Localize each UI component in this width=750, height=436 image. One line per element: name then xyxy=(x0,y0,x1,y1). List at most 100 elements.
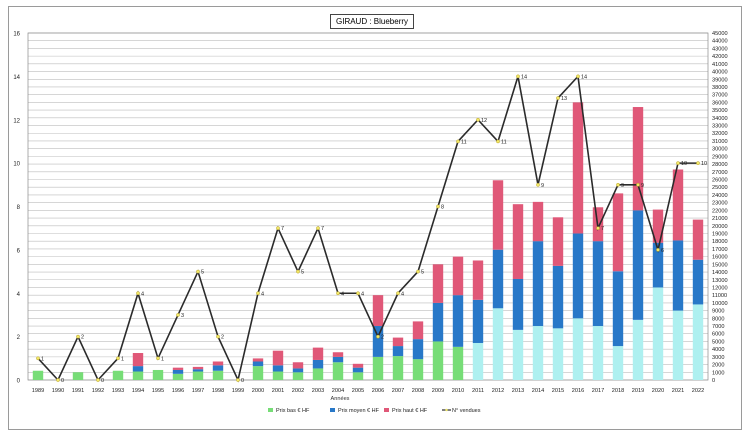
bar-prix-bas xyxy=(72,372,84,380)
x-axis-tick-label: 2016 xyxy=(572,388,584,394)
bar-prix-haut xyxy=(652,209,664,243)
line-point xyxy=(156,356,160,361)
line-point xyxy=(56,378,60,382)
right-axis-tick-label: 44000 xyxy=(712,39,728,45)
line-data-label: 10 xyxy=(701,161,707,167)
line-point xyxy=(676,161,680,165)
left-axis-tick-label: 4 xyxy=(17,292,21,298)
line-point xyxy=(36,356,40,361)
legend-label: Prix haut € HF xyxy=(392,408,428,414)
right-axis-tick-label: 2000 xyxy=(712,363,724,369)
bar-prix-moyen xyxy=(352,367,364,373)
right-axis-tick-label: 1000 xyxy=(712,370,724,376)
x-axis-tick-label: 2011 xyxy=(472,388,484,394)
line-data-label: 1 xyxy=(161,356,164,362)
line-point xyxy=(636,182,640,187)
bar-prix-moyen xyxy=(412,339,424,360)
bar-prix-bas xyxy=(672,310,684,380)
right-axis-tick-label: 14000 xyxy=(712,270,728,276)
bar-prix-moyen xyxy=(252,361,264,367)
line-point xyxy=(136,291,140,296)
line-data-label: 2 xyxy=(381,335,384,341)
bar-prix-moyen xyxy=(672,240,684,311)
bar-prix-moyen xyxy=(592,241,604,327)
line-data-label: 5 xyxy=(201,270,204,276)
right-axis-tick-label: 12000 xyxy=(712,285,728,291)
line-point xyxy=(196,269,200,274)
bar-prix-moyen xyxy=(612,271,624,347)
bar-prix-bas xyxy=(512,329,524,380)
bar-prix-haut xyxy=(352,363,364,368)
right-axis-tick-label: 15000 xyxy=(712,262,728,268)
bar-prix-bas xyxy=(252,366,264,380)
x-axis-tick-label: 1997 xyxy=(192,388,204,394)
line-point xyxy=(656,248,660,252)
bar-prix-haut xyxy=(512,204,524,279)
right-axis-tick-label: 26000 xyxy=(712,178,728,184)
bar-prix-bas xyxy=(572,318,584,380)
x-axis-tick-label: 2002 xyxy=(292,388,304,394)
bar-prix-bas xyxy=(652,287,664,380)
bar-prix-moyen xyxy=(392,346,404,357)
line-data-label: 14 xyxy=(581,74,587,80)
right-axis-tick-label: 39000 xyxy=(712,77,728,83)
bar-prix-moyen xyxy=(452,295,464,347)
x-axis-tick-label: 1999 xyxy=(232,388,244,394)
bar-prix-moyen xyxy=(432,302,444,342)
bar-prix-haut xyxy=(292,362,304,369)
right-axis-tick-label: 32000 xyxy=(712,131,728,137)
bar-prix-bas xyxy=(372,356,384,380)
line-data-label: 5 xyxy=(421,270,424,276)
line-point xyxy=(516,74,520,79)
bar-prix-moyen xyxy=(532,241,544,327)
bar-prix-bas xyxy=(332,362,344,380)
line-point xyxy=(336,291,340,296)
line-data-label: 1 xyxy=(121,356,124,362)
left-axis-tick-label: 14 xyxy=(13,75,20,81)
left-axis-tick-label: 12 xyxy=(13,118,20,124)
bar-prix-haut xyxy=(172,367,184,370)
right-axis-tick-label: 41000 xyxy=(712,62,728,68)
line-data-label: 4 xyxy=(261,291,264,297)
line-point xyxy=(236,378,240,382)
line-data-label: 14 xyxy=(521,74,527,80)
x-axis-tick-label: 2006 xyxy=(372,388,384,394)
bar-prix-bas xyxy=(452,346,464,380)
bar-prix-moyen xyxy=(632,210,644,320)
x-axis-tick-label: 2017 xyxy=(592,388,604,394)
bar-prix-haut xyxy=(632,107,644,211)
bar-prix-bas xyxy=(612,346,624,380)
line-data-label: 12 xyxy=(481,118,487,124)
x-axis-tick-label: 1998 xyxy=(212,388,224,394)
line-data-label: 8 xyxy=(441,205,444,211)
line-point xyxy=(356,291,360,296)
legend: Prix bas € HF Prix moyen € HF Prix haut € … xyxy=(268,408,481,414)
left-axis-tick-label: 8 xyxy=(17,205,21,211)
line-point xyxy=(296,269,300,274)
x-axis-tick-label: 2007 xyxy=(392,388,404,394)
bar-prix-moyen xyxy=(552,265,564,329)
right-axis-tick-label: 45000 xyxy=(712,31,728,37)
right-axis-tick-label: 25000 xyxy=(712,185,728,191)
bar-prix-bas xyxy=(112,370,124,380)
bar-prix-moyen xyxy=(332,356,344,363)
bar-prix-bas xyxy=(432,341,444,380)
bar-prix-haut xyxy=(332,352,344,357)
line-point xyxy=(416,269,420,274)
line-point xyxy=(436,204,440,209)
bar-prix-moyen xyxy=(272,365,284,372)
right-axis-tick-label: 3000 xyxy=(712,355,724,361)
bar-prix-haut xyxy=(472,260,484,300)
bar-prix-moyen xyxy=(292,368,304,373)
x-axis-tick-label: 2018 xyxy=(612,388,624,394)
bar-prix-bas xyxy=(352,372,364,380)
chart-frame xyxy=(8,6,742,430)
x-axis-tick-label: 1992 xyxy=(92,388,104,394)
line-data-label: 0 xyxy=(61,378,64,384)
bar-prix-moyen xyxy=(572,233,584,319)
plot-area xyxy=(27,32,709,381)
bar-prix-moyen xyxy=(312,359,324,369)
bar-prix-haut xyxy=(692,219,704,260)
